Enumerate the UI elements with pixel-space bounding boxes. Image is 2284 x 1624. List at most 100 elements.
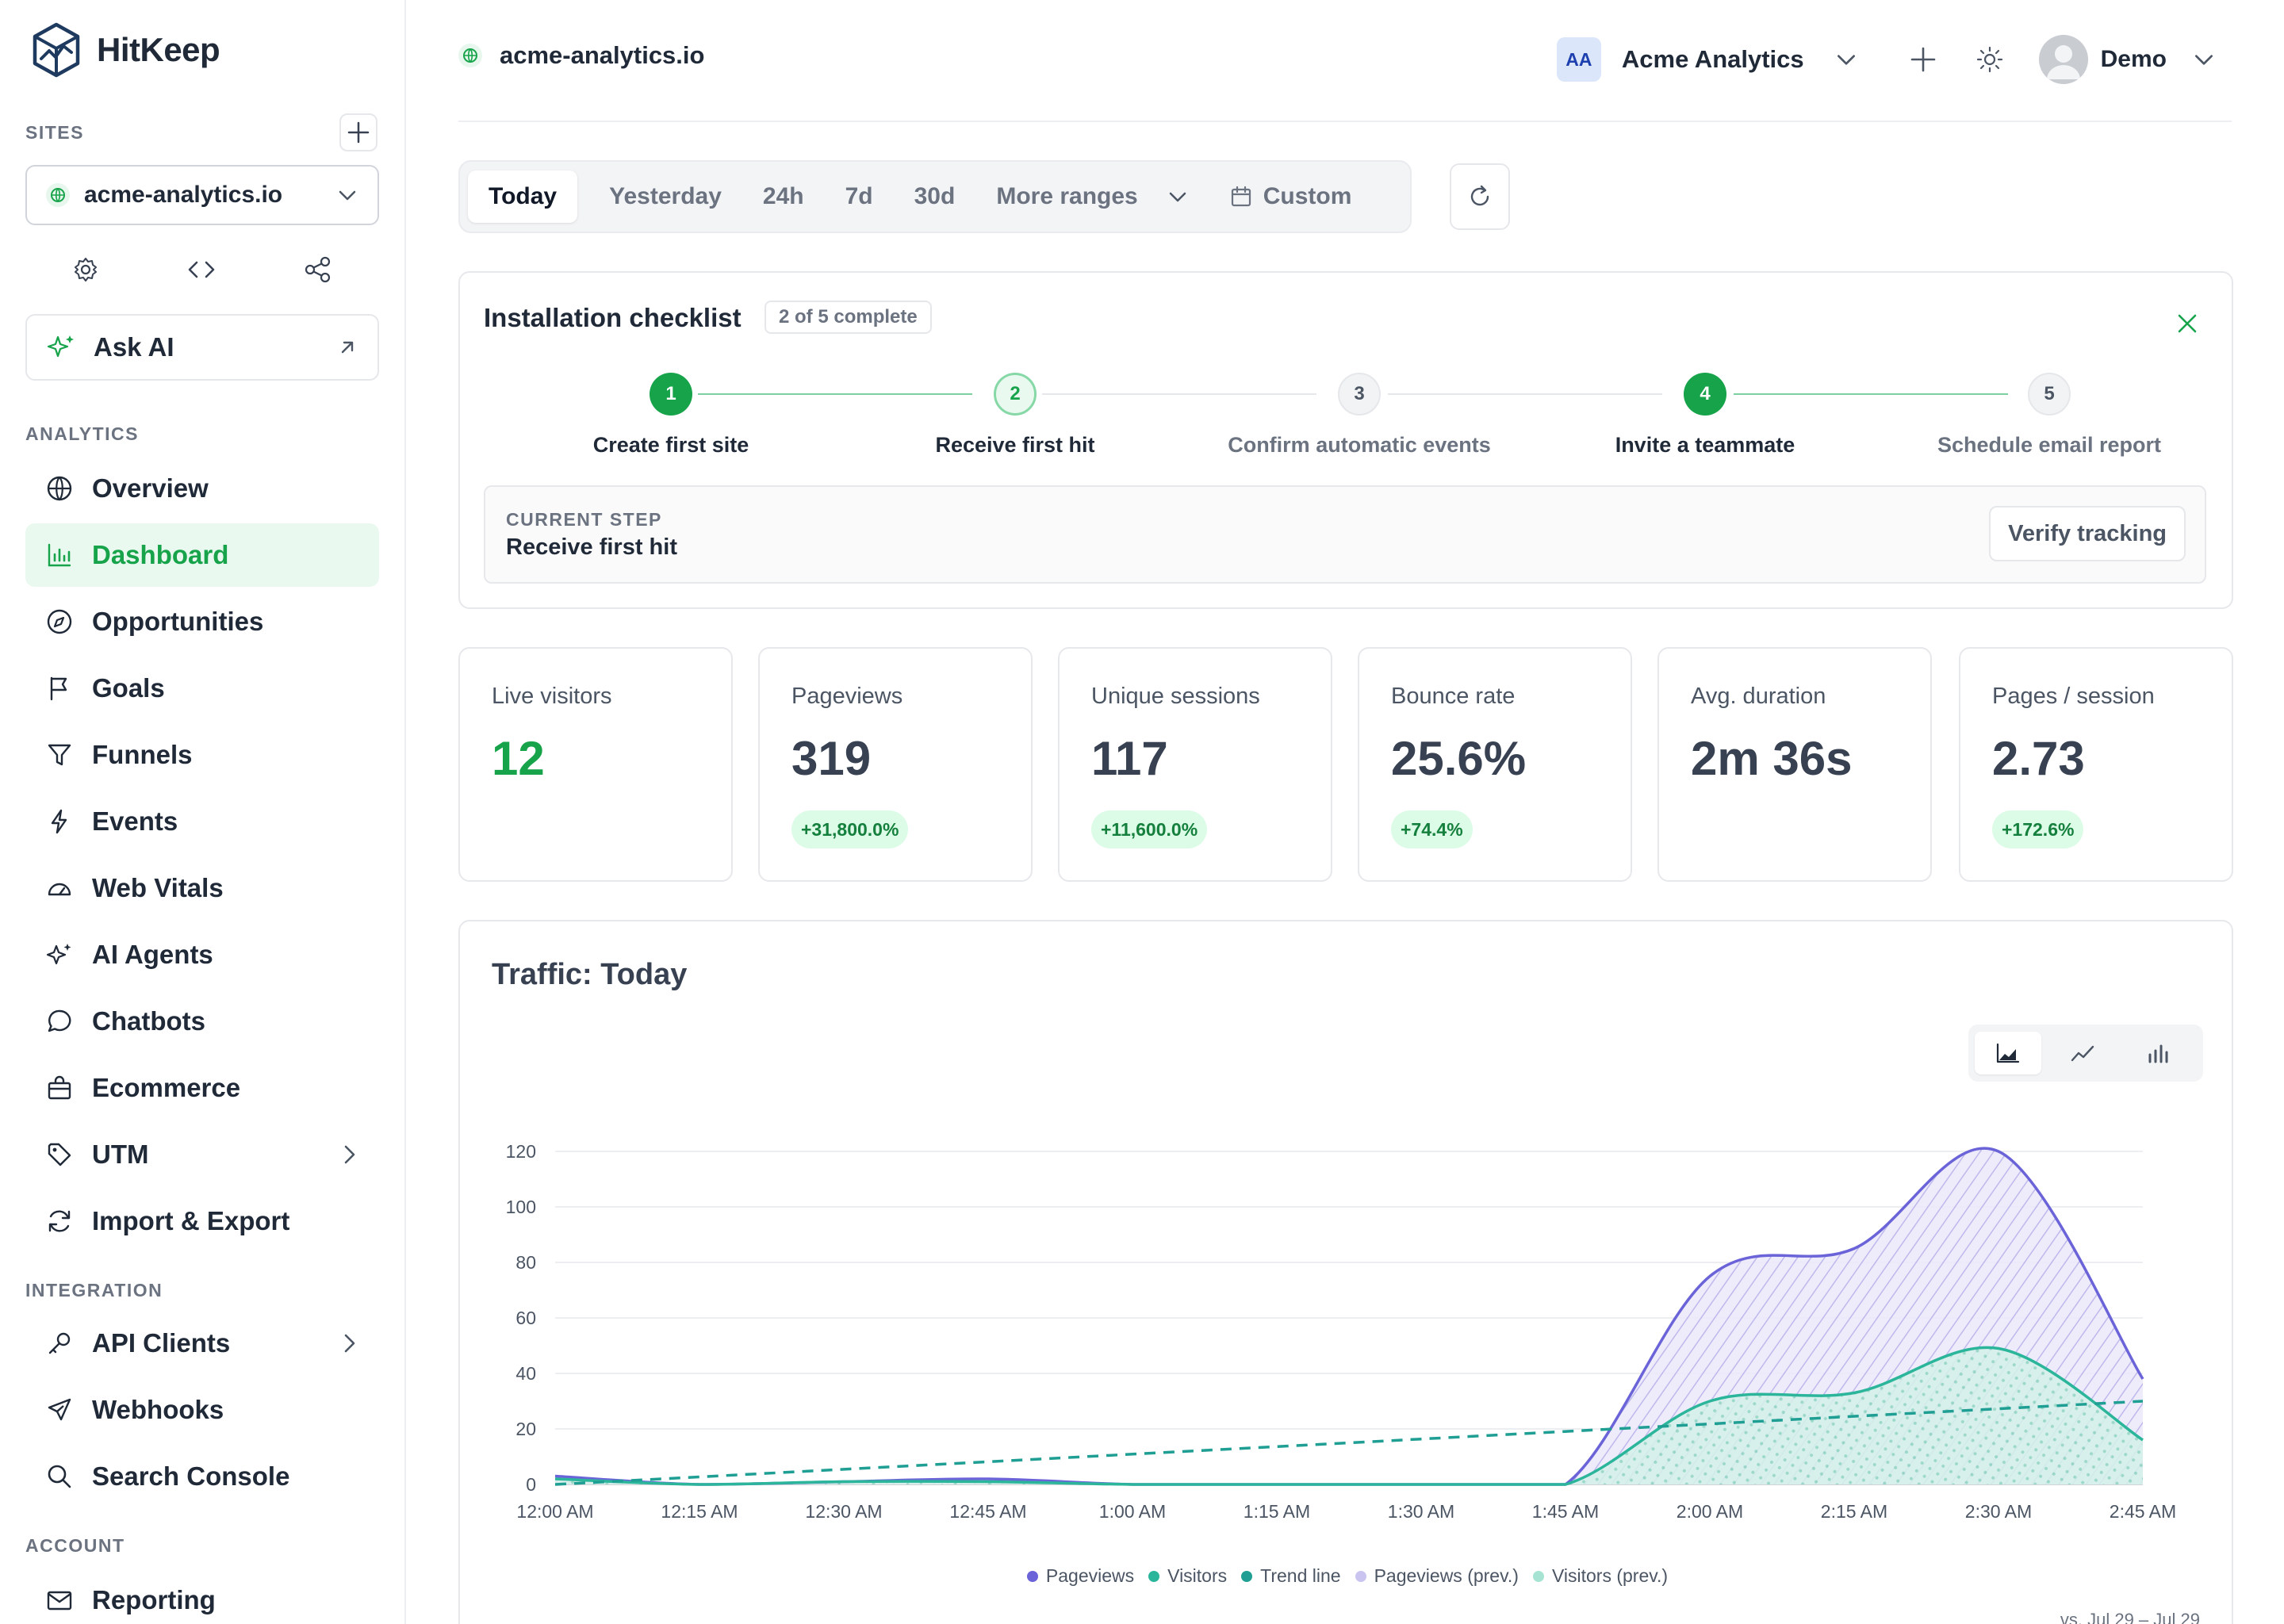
refresh-button[interactable] [1450, 163, 1510, 230]
stat-card-live-visitors[interactable]: Live visitors 12 [458, 647, 733, 882]
site-selector[interactable]: acme-analytics.io [25, 165, 379, 225]
range-tab-7d[interactable]: 7d [845, 183, 873, 209]
sidebar-item-dashboard[interactable]: Dashboard [25, 523, 379, 587]
refresh-icon [1470, 185, 1489, 206]
sidebar-item-webhooks[interactable]: Webhooks [25, 1378, 379, 1442]
share-site-button[interactable] [304, 255, 332, 284]
stat-value: 117 [1091, 732, 1168, 785]
line-chart-icon [2071, 1045, 2094, 1062]
verify-tracking-button[interactable]: Verify tracking [1989, 506, 2186, 561]
area-chart-button[interactable] [1975, 1032, 2041, 1074]
stat-card-pageviews[interactable]: Pageviews 319 +31,800.0% [758, 647, 1033, 882]
x-tick-label: 12:00 AM [516, 1501, 593, 1522]
legend-swatch [1355, 1570, 1366, 1582]
range-tab-today[interactable]: Today [468, 170, 578, 223]
sidebar-item-funnels[interactable]: Funnels [25, 723, 379, 787]
more-ranges-label: More ranges [996, 183, 1138, 209]
checklist-step-5[interactable]: 5 Schedule email report [1883, 373, 2216, 458]
funnel-icon [44, 740, 75, 770]
checklist-step-4[interactable]: 4 Invite a teammate [1539, 373, 1872, 458]
sun-icon [1976, 46, 2002, 73]
sidebar-item-ai-agents[interactable]: AI Agents [25, 923, 379, 986]
legend-label: Visitors [1167, 1565, 1228, 1586]
legend-label: Visitors (prev.) [1551, 1565, 1669, 1586]
installation-checklist-card: Installation checklist 2 of 5 complete 1… [458, 271, 2233, 609]
stat-change-badge: +74.4% [1391, 810, 1473, 848]
legend-item-visitors[interactable]: Visitors [1148, 1565, 1227, 1587]
tracking-code-button[interactable] [187, 255, 216, 284]
sidebar-item-ecommerce[interactable]: Ecommerce [25, 1056, 379, 1120]
range-tab-yesterday[interactable]: Yesterday [609, 183, 722, 209]
org-switcher[interactable]: AA Acme Analytics [1556, 37, 1858, 82]
legend-label: Trend line [1260, 1565, 1341, 1586]
x-tick-label: 2:00 AM [1677, 1501, 1743, 1522]
add-site-button[interactable] [339, 113, 377, 151]
range-tab-24h[interactable]: 24h [762, 183, 804, 209]
legend-item-pageviews[interactable]: Pageviews [1026, 1565, 1135, 1587]
checklist-step-3[interactable]: 3 Confirm automatic events [1193, 373, 1526, 458]
sidebar-item-events[interactable]: Events [25, 790, 379, 853]
checklist-step-1[interactable]: 1 Create first site [504, 373, 837, 458]
ask-ai-button[interactable]: Ask AI [25, 314, 379, 381]
globe-icon [44, 473, 75, 504]
x-tick-label: 1:00 AM [1099, 1501, 1166, 1522]
sidebar-item-label: Search Console [92, 1461, 290, 1491]
sidebar-item-goals[interactable]: Goals [25, 657, 379, 720]
stat-value: 2.73 [1992, 732, 2085, 785]
sidebar-item-opportunities[interactable]: Opportunities [25, 590, 379, 653]
sidebar-item-label: Overview [92, 473, 209, 503]
step-number: 5 [2028, 373, 2071, 416]
brand-name: HitKeep [97, 31, 220, 68]
traffic-chart-title: Traffic: Today [492, 958, 688, 991]
y-tick-label: 80 [515, 1252, 536, 1273]
legend-item-pageviews-prev[interactable]: Pageviews (prev.) [1355, 1565, 1519, 1587]
sidebar-item-web-vitals[interactable]: Web Vitals [25, 856, 379, 920]
y-tick-label: 20 [515, 1419, 536, 1439]
legend-label: Pageviews [1045, 1565, 1135, 1586]
stat-label: Pageviews [791, 684, 903, 709]
sites-section-label: SITES [25, 122, 84, 143]
integration-section-label: INTEGRATION [25, 1280, 163, 1300]
sidebar-item-utm[interactable]: UTM [25, 1123, 379, 1186]
stat-card-unique-sessions[interactable]: Unique sessions 117 +11,600.0% [1058, 647, 1332, 882]
checklist-step-2[interactable]: 2 Receive first hit [849, 373, 1182, 458]
sidebar-item-chatbots[interactable]: Chatbots [25, 990, 379, 1053]
legend-item-trend-line[interactable]: Trend line [1241, 1565, 1341, 1587]
arrow-up-right-icon [341, 341, 354, 354]
chevron-down-icon [1169, 192, 1186, 202]
sidebar-item-overview[interactable]: Overview [25, 457, 379, 520]
stat-card-bounce-rate[interactable]: Bounce rate 25.6% +74.4% [1358, 647, 1632, 882]
chevron-right-icon [344, 1334, 355, 1353]
chart-axes: 0 20 40 60 80 100 120 12:00 AM 12:15 AM 12:30 AM 1… [506, 1141, 2177, 1522]
stat-value: 12 [492, 732, 545, 785]
range-tab-30d[interactable]: 30d [914, 183, 956, 209]
stat-label: Bounce rate [1391, 684, 1516, 709]
brand-logo[interactable]: HitKeep [32, 22, 220, 78]
more-ranges-dropdown[interactable]: More ranges [975, 170, 1209, 223]
user-menu[interactable]: Demo [2038, 35, 2216, 84]
user-name: Demo [2100, 46, 2167, 72]
sidebar-item-import-export[interactable]: Import & Export [25, 1189, 379, 1253]
area-chart-icon [1996, 1043, 2020, 1063]
add-button[interactable] [1906, 42, 1941, 77]
stat-change-badge: +11,600.0% [1091, 810, 1208, 848]
stat-card-pages-per-session[interactable]: Pages / session 2.73 +172.6% [1959, 647, 2233, 882]
custom-range-button[interactable]: Custom [1209, 170, 1373, 223]
legend-item-visitors-prev[interactable]: Visitors (prev.) [1532, 1565, 1669, 1587]
chevron-down-icon [2195, 55, 2213, 65]
sidebar-item-label: Webhooks [92, 1395, 224, 1424]
bar-chart-button[interactable] [2124, 1032, 2190, 1074]
stat-card-avg-duration[interactable]: Avg. duration 2m 36s [1657, 647, 1932, 882]
sidebar-item-reporting[interactable]: Reporting [25, 1568, 379, 1624]
checklist-close-button[interactable] [2175, 311, 2200, 336]
tag-icon [44, 1139, 75, 1170]
line-chart-button[interactable] [2049, 1032, 2116, 1074]
site-settings-button[interactable] [71, 255, 100, 284]
visitors-line[interactable] [554, 1346, 2144, 1486]
sidebar-item-api-clients[interactable]: API Clients [25, 1312, 379, 1375]
legend-swatch [1148, 1570, 1160, 1582]
sidebar-item-search-console[interactable]: Search Console [25, 1445, 379, 1508]
theme-toggle-button[interactable] [1972, 42, 2007, 77]
custom-range-label: Custom [1263, 183, 1352, 209]
